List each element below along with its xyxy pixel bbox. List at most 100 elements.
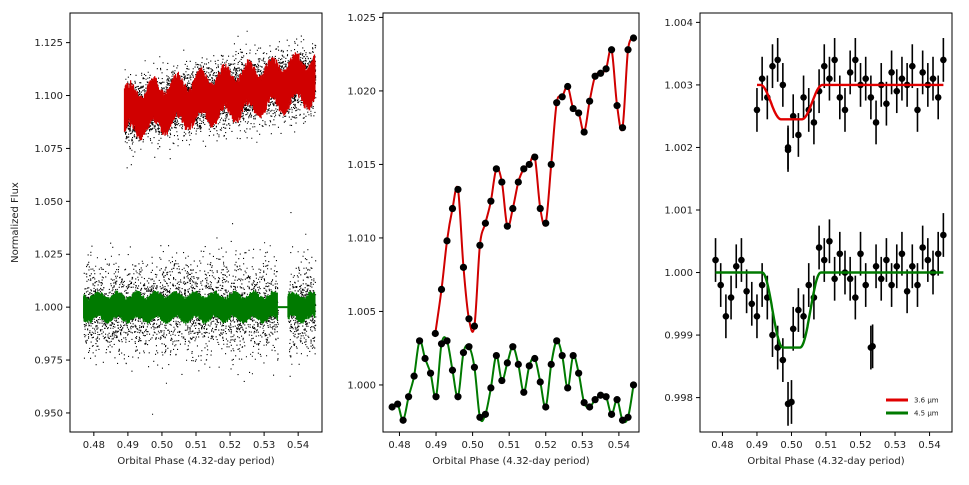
y-tick-label: 1.015 xyxy=(347,160,376,171)
data-point xyxy=(443,337,451,345)
y-tick-label: 1.004 xyxy=(664,18,693,29)
model-line-0 xyxy=(434,37,635,334)
data-point xyxy=(547,160,555,169)
data-point xyxy=(525,160,533,169)
model-line-0 xyxy=(757,83,944,121)
red-binned-band xyxy=(123,52,316,141)
model-line-1 xyxy=(715,271,944,349)
data-point xyxy=(629,381,638,389)
data-point xyxy=(624,413,632,421)
data-point xyxy=(492,165,500,173)
data-point xyxy=(898,75,906,82)
data-point xyxy=(542,403,550,411)
x-tick-label: 0.49 xyxy=(117,440,139,451)
data-point xyxy=(564,82,572,91)
data-point xyxy=(586,97,594,105)
data-point xyxy=(903,287,911,295)
data-point xyxy=(591,72,599,80)
data-point xyxy=(602,65,610,73)
x-tick-label: 0.50 xyxy=(780,440,802,451)
data-point xyxy=(514,178,522,186)
y-tick-label: 1.003 xyxy=(664,80,693,91)
legend-label: 3.6 μm xyxy=(914,397,939,405)
panel-left: 0.48 0.49 0.50 0.51 0.52 0.53 0.54 0.950 0.975 1.… xyxy=(10,12,323,467)
plot-area xyxy=(712,38,947,426)
data-point xyxy=(774,344,781,351)
y-tick-label: 1.125 xyxy=(34,38,63,49)
data-point xyxy=(846,275,854,283)
data-point xyxy=(727,294,735,301)
data-point xyxy=(454,185,462,194)
data-point xyxy=(831,275,838,283)
x-tick-label: 0.52 xyxy=(535,440,557,451)
x-tick-label: 0.52 xyxy=(219,440,241,451)
data-point xyxy=(580,128,588,136)
y-tick-label: 0.998 xyxy=(664,393,693,404)
x-tick-label: 0.54 xyxy=(287,440,309,451)
data-point xyxy=(503,222,511,230)
x-tick-label: 0.54 xyxy=(608,440,630,451)
data-point xyxy=(531,354,539,363)
data-point xyxy=(520,388,528,396)
data-point xyxy=(613,102,621,110)
y-tick-label: 1.000 xyxy=(34,303,63,314)
data-point xyxy=(872,262,880,270)
data-point xyxy=(542,219,550,227)
data-point xyxy=(536,378,544,386)
data-point xyxy=(520,165,528,173)
panel-right: 0.48 0.49 0.50 0.51 0.52 0.53 0.54 0.998 0.999 1.… xyxy=(664,12,953,467)
x-tick-label: 0.48 xyxy=(388,440,410,451)
x-tick-label: 0.48 xyxy=(711,440,733,451)
data-point xyxy=(476,241,484,249)
data-point xyxy=(758,75,766,82)
y-axis-label: Normalized Flux xyxy=(10,182,21,263)
data-point xyxy=(569,104,577,113)
data-point xyxy=(815,244,823,251)
data-point xyxy=(597,391,605,399)
data-point xyxy=(862,281,869,289)
data-point xyxy=(909,262,916,270)
data-point xyxy=(748,300,756,308)
data-point xyxy=(753,313,761,320)
y-tick-label: 0.999 xyxy=(664,331,693,342)
data-point xyxy=(852,56,859,64)
data-point xyxy=(558,93,566,101)
data-point xyxy=(717,281,725,289)
y-tick-label: 1.025 xyxy=(34,250,63,261)
data-point xyxy=(448,204,457,213)
data-point xyxy=(877,275,885,283)
data-point xyxy=(753,106,761,114)
data-point xyxy=(618,124,627,132)
data-point xyxy=(618,416,627,424)
data-point xyxy=(929,75,937,82)
x-axis-label: Orbital Phase (4.32-day period) xyxy=(747,456,904,467)
y-tick-label: 1.010 xyxy=(347,233,376,244)
data-point xyxy=(465,343,473,351)
data-point xyxy=(410,372,418,380)
data-point xyxy=(836,250,844,258)
data-point xyxy=(575,369,583,377)
data-point xyxy=(836,94,844,101)
data-point xyxy=(525,362,533,370)
data-point xyxy=(919,244,926,251)
data-point xyxy=(553,337,561,345)
data-point xyxy=(498,178,506,186)
data-point xyxy=(536,204,544,213)
data-point xyxy=(867,94,875,101)
data-point xyxy=(826,75,833,82)
plot-area xyxy=(83,30,317,415)
y-tick-label: 1.000 xyxy=(347,380,376,391)
x-tick-label: 0.53 xyxy=(253,440,275,451)
data-point xyxy=(732,262,740,270)
data-point xyxy=(869,343,876,350)
x-tick-label: 0.53 xyxy=(571,440,593,451)
x-tick-label: 0.54 xyxy=(918,440,940,451)
data-point xyxy=(426,369,435,377)
data-point xyxy=(784,146,792,154)
data-point xyxy=(914,281,921,289)
data-point xyxy=(498,376,506,385)
data-point xyxy=(919,69,926,76)
data-point xyxy=(597,69,605,77)
panel-middle: 0.48 0.49 0.50 0.51 0.52 0.53 0.54 1.000 1.005 1.… xyxy=(347,12,640,467)
